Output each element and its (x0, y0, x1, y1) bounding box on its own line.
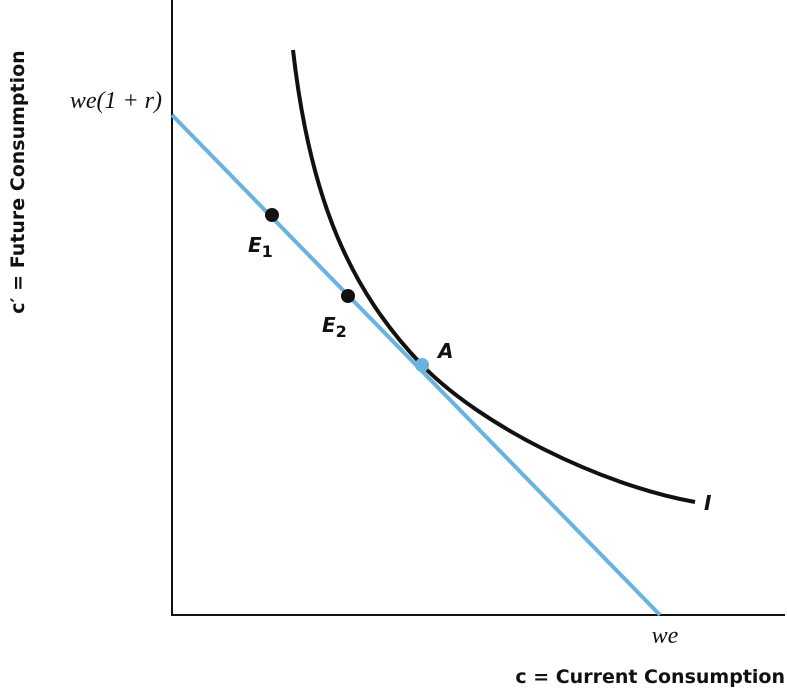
point-letter: E (322, 313, 336, 337)
point-e2 (341, 289, 355, 303)
x-intercept-label: we (652, 623, 679, 649)
point-subscript: 2 (336, 322, 347, 341)
point-letter: E (248, 233, 262, 257)
point-label: A (436, 339, 453, 363)
point-subscript: 1 (262, 242, 273, 261)
point-e1 (265, 208, 279, 222)
point-label: E2 (322, 313, 347, 341)
y-axis-title: c′ = Future Consumption (7, 50, 29, 313)
curve-label: I (704, 491, 712, 515)
x-axis-title: c = Current Consumption (515, 666, 785, 688)
point-a (415, 358, 429, 372)
indifference-curve (291, 49, 696, 504)
point-label: E1 (248, 233, 273, 261)
y-intercept-label: we(1 + r) (70, 88, 162, 114)
